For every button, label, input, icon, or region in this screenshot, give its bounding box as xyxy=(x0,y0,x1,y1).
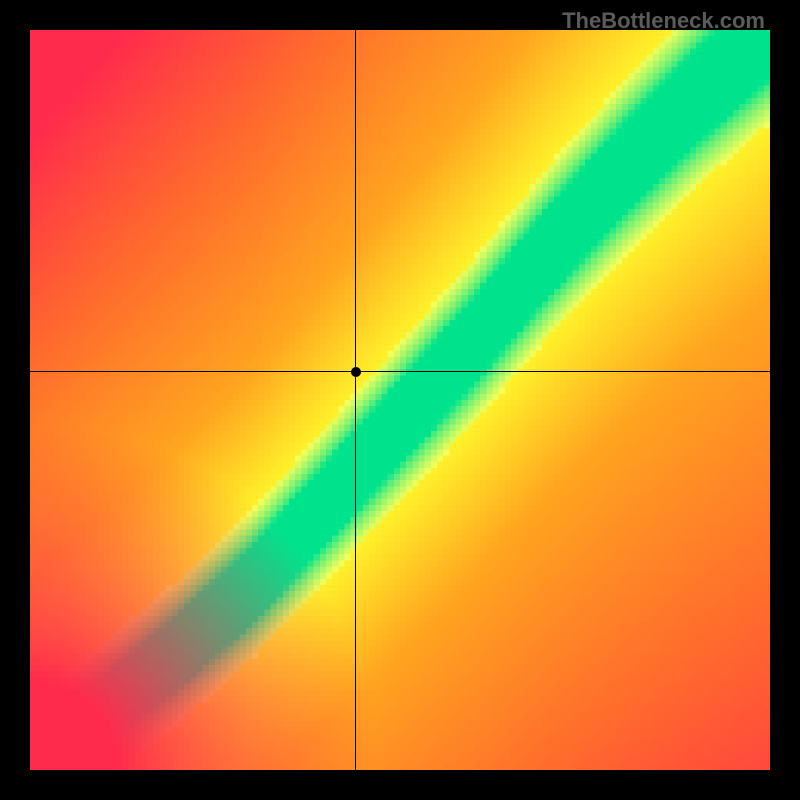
bottleneck-heatmap xyxy=(30,30,770,770)
watermark-text: TheBottleneck.com xyxy=(562,8,765,34)
chart-stage: { "meta": { "watermark_text": "TheBottle… xyxy=(0,0,800,800)
crosshair-horizontal xyxy=(30,371,770,372)
crosshair-vertical xyxy=(355,30,356,770)
crosshair-marker xyxy=(351,367,361,377)
